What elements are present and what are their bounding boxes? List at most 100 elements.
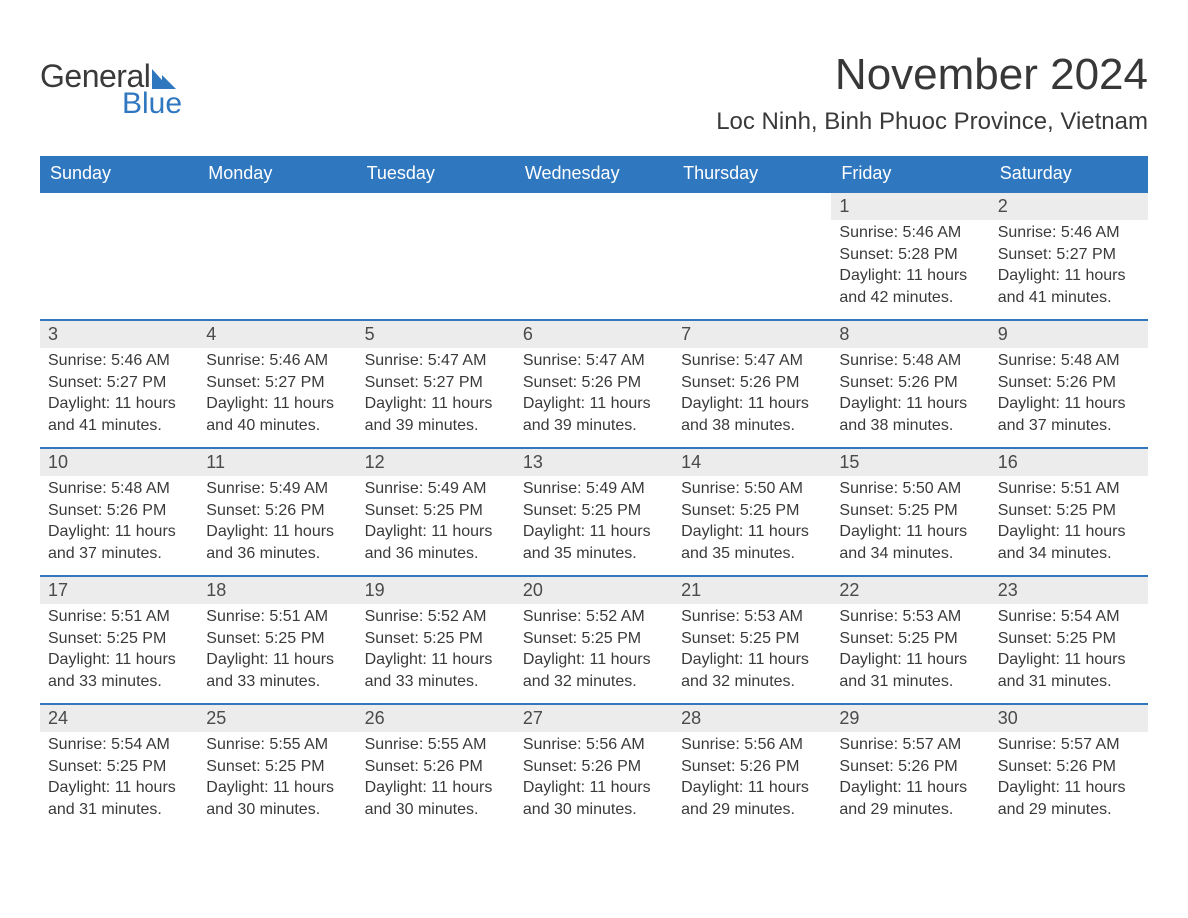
day-details: Sunrise: 5:49 AMSunset: 5:25 PMDaylight:… bbox=[515, 476, 673, 568]
day-details: Sunrise: 5:51 AMSunset: 5:25 PMDaylight:… bbox=[990, 476, 1148, 568]
sunrise-line: Sunrise: 5:50 AM bbox=[839, 480, 961, 497]
sunset-line: Sunset: 5:25 PM bbox=[998, 502, 1116, 519]
sunset-line: Sunset: 5:27 PM bbox=[48, 374, 166, 391]
day-details: Sunrise: 5:50 AMSunset: 5:25 PMDaylight:… bbox=[831, 476, 989, 568]
weekday-header: Thursday bbox=[673, 156, 831, 192]
sunset-line: Sunset: 5:25 PM bbox=[998, 630, 1116, 647]
calendar-cell: 19Sunrise: 5:52 AMSunset: 5:25 PMDayligh… bbox=[357, 576, 515, 704]
day-number: 8 bbox=[831, 321, 989, 348]
day-details: Sunrise: 5:51 AM Sunset: 5:25 PM Daylight:… bbox=[198, 604, 356, 696]
day-details: Sunrise: 5:52 AMSunset: 5:25 PMDaylight:… bbox=[357, 604, 515, 696]
daylight-line: Daylight: 11 hours and 36 minutes. bbox=[206, 523, 334, 562]
daylight-line: Daylight: 11 hours and 41 minutes. bbox=[48, 395, 176, 434]
sunrise-line: Sunrise: 5:48 AM bbox=[998, 352, 1120, 369]
day-details: Sunrise: 5:56 AMSunset: 5:26 PMDaylight:… bbox=[673, 732, 831, 824]
day-number: 29 bbox=[831, 705, 989, 732]
sunrise-line: Sunrise: 5:49 AM bbox=[523, 480, 645, 497]
daylight-line: Daylight: 11 hours and 37 minutes. bbox=[998, 395, 1126, 434]
daylight-line: Daylight: 11 hours and 33 minutes. bbox=[206, 651, 334, 690]
sunrise-line: Sunrise: 5:55 AM bbox=[365, 736, 487, 753]
calendar-cell: 20Sunrise: 5:52 AMSunset: 5:25 PMDayligh… bbox=[515, 576, 673, 704]
day-number: 7 bbox=[673, 321, 831, 348]
calendar-cell: 30Sunrise: 5:57 AMSunset: 5:26 PMDayligh… bbox=[990, 704, 1148, 832]
daylight-line: Daylight: 11 hours and 38 minutes. bbox=[839, 395, 967, 434]
calendar-cell: 17Sunrise: 5:51 AMSunset: 5:25 PMDayligh… bbox=[40, 576, 198, 704]
day-details: Sunrise: 5:52 AMSunset: 5:25 PMDaylight:… bbox=[515, 604, 673, 696]
calendar-cell: 29Sunrise: 5:57 AMSunset: 5:26 PMDayligh… bbox=[831, 704, 989, 832]
sunset-line: Sunset: 5:27 PM bbox=[998, 246, 1116, 263]
sunrise-line: Sunrise: 5:57 AM bbox=[998, 736, 1120, 753]
daylight-line: Daylight: 11 hours and 41 minutes. bbox=[998, 267, 1126, 306]
daylight-line: Daylight: 11 hours and 31 minutes. bbox=[839, 651, 967, 690]
sunset-line: Sunset: 5:25 PM bbox=[206, 630, 324, 647]
day-number: 18 bbox=[198, 577, 356, 604]
sunset-line: Sunset: 5:26 PM bbox=[48, 502, 166, 519]
day-number: 4 bbox=[198, 321, 356, 348]
day-number: 14 bbox=[673, 449, 831, 476]
sunrise-line: Sunrise: 5:46 AM bbox=[839, 224, 961, 241]
day-number: 15 bbox=[831, 449, 989, 476]
daylight-line: Daylight: 11 hours and 31 minutes. bbox=[998, 651, 1126, 690]
sunrise-line: Sunrise: 5:54 AM bbox=[48, 736, 170, 753]
weekday-header: Wednesday bbox=[515, 156, 673, 192]
sunrise-line: Sunrise: 5:51 AM bbox=[206, 608, 328, 625]
calendar-week-row: 10 Sunrise: 5:48 AM Sunset: 5:26 PM Dayligh… bbox=[40, 448, 1148, 576]
sunset-line: Sunset: 5:25 PM bbox=[365, 502, 483, 519]
calendar-cell: 4Sunrise: 5:46 AMSunset: 5:27 PMDaylight… bbox=[198, 320, 356, 448]
daylight-line: Daylight: 11 hours and 30 minutes. bbox=[206, 779, 334, 818]
calendar-cell: 14Sunrise: 5:50 AMSunset: 5:25 PMDayligh… bbox=[673, 448, 831, 576]
day-number: 19 bbox=[357, 577, 515, 604]
sunset-line: Sunset: 5:25 PM bbox=[681, 630, 799, 647]
brand-logo: General Blue bbox=[40, 58, 182, 121]
day-number: 10 bbox=[40, 449, 198, 476]
calendar-cell: 8Sunrise: 5:48 AMSunset: 5:26 PMDaylight… bbox=[831, 320, 989, 448]
sunset-line: Sunset: 5:25 PM bbox=[523, 630, 641, 647]
calendar-cell: 0 bbox=[198, 192, 356, 320]
calendar-cell: 12Sunrise: 5:49 AMSunset: 5:25 PMDayligh… bbox=[357, 448, 515, 576]
day-details: Sunrise: 5:50 AMSunset: 5:25 PMDaylight:… bbox=[673, 476, 831, 568]
day-details: Sunrise: 5:57 AMSunset: 5:26 PMDaylight:… bbox=[990, 732, 1148, 824]
calendar-cell: 9Sunrise: 5:48 AMSunset: 5:26 PMDaylight… bbox=[990, 320, 1148, 448]
sunset-line: Sunset: 5:26 PM bbox=[839, 374, 957, 391]
sunset-line: Sunset: 5:27 PM bbox=[365, 374, 483, 391]
calendar-week-row: 3 Sunrise: 5:46 AM Sunset: 5:27 PM Daylight… bbox=[40, 320, 1148, 448]
day-details: Sunrise: 5:48 AM Sunset: 5:26 PM Daylight:… bbox=[40, 476, 198, 568]
daylight-line: Daylight: 11 hours and 37 minutes. bbox=[48, 523, 176, 562]
calendar-cell: 7Sunrise: 5:47 AMSunset: 5:26 PMDaylight… bbox=[673, 320, 831, 448]
calendar-week-row: 24Sunrise: 5:54 AMSunset: 5:25 PMDayligh… bbox=[40, 704, 1148, 832]
sunset-line: Sunset: 5:27 PM bbox=[206, 374, 324, 391]
sunrise-line: Sunrise: 5:51 AM bbox=[48, 608, 170, 625]
daylight-line: Daylight: 11 hours and 39 minutes. bbox=[365, 395, 493, 434]
sunset-line: Sunset: 5:25 PM bbox=[681, 502, 799, 519]
daylight-line: Daylight: 11 hours and 42 minutes. bbox=[839, 267, 967, 306]
calendar-cell: 0 bbox=[357, 192, 515, 320]
day-number: 2 bbox=[990, 193, 1148, 220]
calendar-cell: 6Sunrise: 5:47 AMSunset: 5:26 PMDaylight… bbox=[515, 320, 673, 448]
day-details: Sunrise: 5:46 AMSunset: 5:27 PMDaylight:… bbox=[990, 220, 1148, 312]
sunrise-line: Sunrise: 5:48 AM bbox=[48, 480, 170, 497]
day-details: Sunrise: 5:48 AMSunset: 5:26 PMDaylight:… bbox=[990, 348, 1148, 440]
calendar-table: SundayMondayTuesdayWednesdayThursdayFrid… bbox=[40, 156, 1148, 832]
sunset-line: Sunset: 5:26 PM bbox=[523, 374, 641, 391]
daylight-line: Daylight: 11 hours and 29 minutes. bbox=[681, 779, 809, 818]
calendar-cell: 5Sunrise: 5:47 AMSunset: 5:27 PMDaylight… bbox=[357, 320, 515, 448]
day-number: 13 bbox=[515, 449, 673, 476]
sunrise-line: Sunrise: 5:46 AM bbox=[206, 352, 328, 369]
sunset-line: Sunset: 5:25 PM bbox=[839, 502, 957, 519]
daylight-line: Daylight: 11 hours and 30 minutes. bbox=[523, 779, 651, 818]
day-details: Sunrise: 5:55 AMSunset: 5:26 PMDaylight:… bbox=[357, 732, 515, 824]
daylight-line: Daylight: 11 hours and 32 minutes. bbox=[681, 651, 809, 690]
brand-word2: Blue bbox=[122, 87, 182, 121]
day-details: Sunrise: 5:49 AMSunset: 5:26 PMDaylight:… bbox=[198, 476, 356, 568]
day-details: Sunrise: 5:46 AM Sunset: 5:27 PM Daylight:… bbox=[40, 348, 198, 440]
day-number: 3 bbox=[40, 321, 198, 348]
sunset-line: Sunset: 5:25 PM bbox=[839, 630, 957, 647]
sunrise-line: Sunrise: 5:53 AM bbox=[839, 608, 961, 625]
calendar-cell: 26Sunrise: 5:55 AMSunset: 5:26 PMDayligh… bbox=[357, 704, 515, 832]
calendar-cell: 10 Sunrise: 5:48 AM Sunset: 5:26 PM Dayligh… bbox=[40, 448, 198, 576]
day-details: Sunrise: 5:54 AMSunset: 5:25 PMDaylight:… bbox=[40, 732, 198, 824]
daylight-line: Daylight: 11 hours and 29 minutes. bbox=[839, 779, 967, 818]
sunrise-line: Sunrise: 5:46 AM bbox=[48, 352, 170, 369]
weekday-header: Tuesday bbox=[357, 156, 515, 192]
day-details: Sunrise: 5:46 AMSunset: 5:27 PMDaylight:… bbox=[198, 348, 356, 440]
